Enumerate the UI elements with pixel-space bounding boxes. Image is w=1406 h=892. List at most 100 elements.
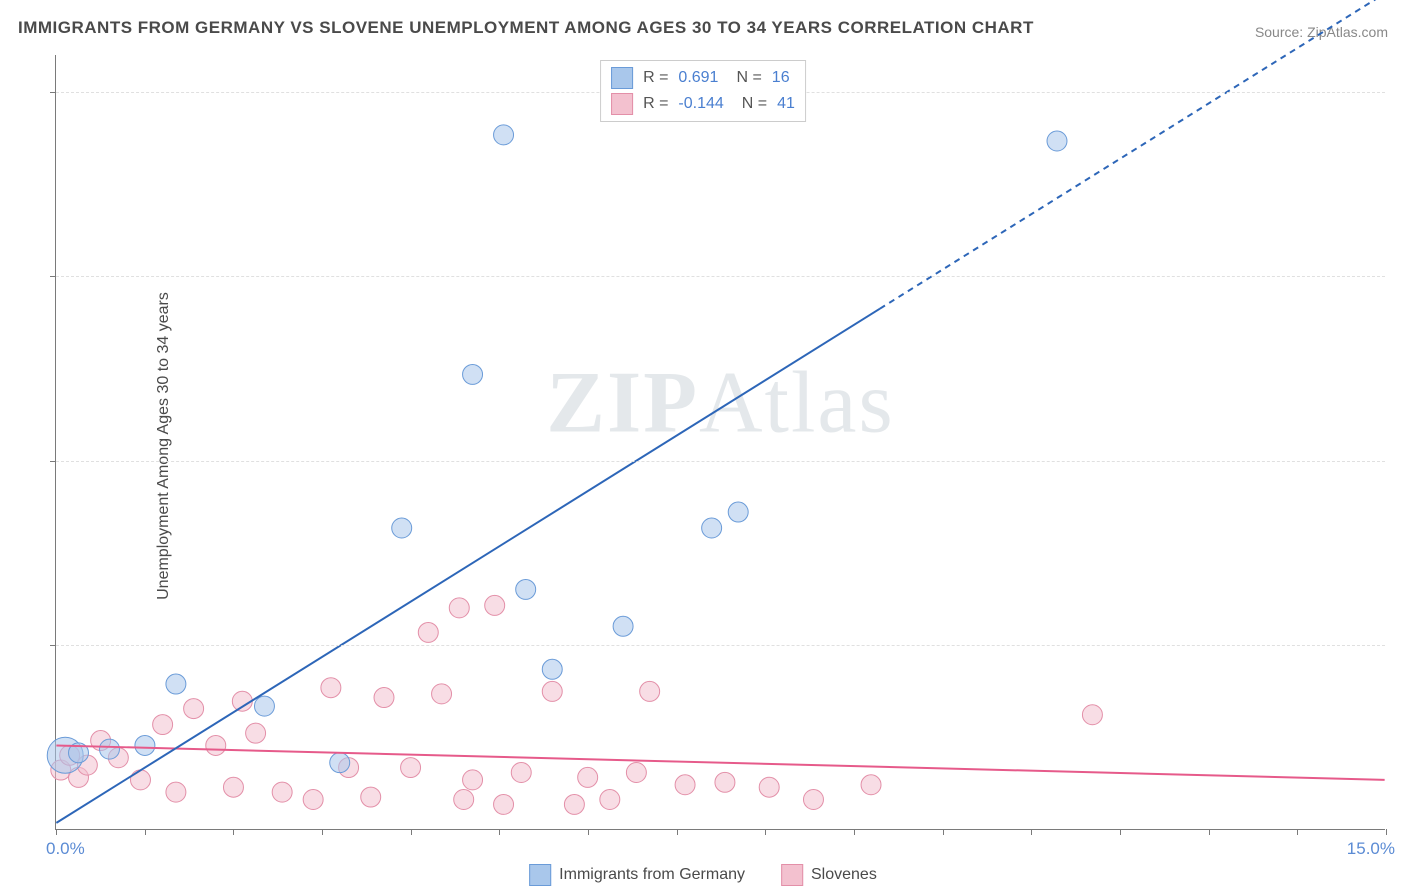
y-tick-label: 45.0% xyxy=(1397,266,1406,286)
y-tick xyxy=(50,461,56,462)
legend-label-slovenes: Slovenes xyxy=(811,866,877,884)
scatter-point-slovenes xyxy=(578,767,598,787)
plot-area: ZIPAtlas 0.0% 15.0% 15.0%30.0%45.0%60.0% xyxy=(55,55,1385,830)
swatch-slovenes xyxy=(611,93,633,115)
scatter-point-germany xyxy=(702,518,722,538)
scatter-point-slovenes xyxy=(861,775,881,795)
scatter-point-slovenes xyxy=(454,790,474,810)
y-tick-label: 30.0% xyxy=(1397,451,1406,471)
legend-item-slovenes: Slovenes xyxy=(781,864,877,886)
scatter-point-slovenes xyxy=(626,762,646,782)
x-tick xyxy=(677,829,678,835)
scatter-point-germany xyxy=(463,364,483,384)
legend-label-germany: Immigrants from Germany xyxy=(559,866,745,884)
scatter-point-germany xyxy=(728,502,748,522)
scatter-point-slovenes xyxy=(485,595,505,615)
legend-stats-slovenes: R = -0.144 N = 41 xyxy=(611,91,795,117)
scatter-point-slovenes xyxy=(153,715,173,735)
trend-line xyxy=(880,0,1385,309)
scatter-point-germany xyxy=(135,735,155,755)
x-tick xyxy=(499,829,500,835)
r-value-germany: 0.691 xyxy=(678,69,718,87)
scatter-point-slovenes xyxy=(130,770,150,790)
scatter-point-germany xyxy=(1047,131,1067,151)
gridline xyxy=(56,461,1385,462)
x-tick xyxy=(1120,829,1121,835)
x-tick xyxy=(145,829,146,835)
scatter-point-slovenes xyxy=(759,777,779,797)
r-label: R = xyxy=(643,69,668,87)
x-tick xyxy=(322,829,323,835)
scatter-point-slovenes xyxy=(675,775,695,795)
x-tick xyxy=(854,829,855,835)
n-label: N = xyxy=(742,95,767,113)
scatter-point-slovenes xyxy=(361,787,381,807)
y-tick xyxy=(50,276,56,277)
x-tick xyxy=(943,829,944,835)
legend-stats-germany: R = 0.691 N = 16 xyxy=(611,65,795,91)
scatter-point-slovenes xyxy=(303,790,323,810)
n-label: N = xyxy=(736,69,761,87)
scatter-point-slovenes xyxy=(511,762,531,782)
legend-item-germany: Immigrants from Germany xyxy=(529,864,745,886)
scatter-point-germany xyxy=(100,739,120,759)
scatter-point-slovenes xyxy=(418,622,438,642)
scatter-point-slovenes xyxy=(401,758,421,778)
scatter-point-slovenes xyxy=(374,688,394,708)
y-tick xyxy=(50,92,56,93)
scatter-point-slovenes xyxy=(223,777,243,797)
x-max-label: 15.0% xyxy=(1347,839,1395,859)
scatter-point-slovenes xyxy=(166,782,186,802)
scatter-point-germany xyxy=(166,674,186,694)
scatter-point-slovenes xyxy=(564,794,584,814)
swatch-slovenes xyxy=(781,864,803,886)
x-tick xyxy=(1209,829,1210,835)
x-tick xyxy=(56,829,57,835)
scatter-point-germany xyxy=(613,616,633,636)
x-tick xyxy=(1297,829,1298,835)
x-tick xyxy=(588,829,589,835)
x-tick xyxy=(1386,829,1387,835)
swatch-germany xyxy=(611,67,633,89)
scatter-point-slovenes xyxy=(206,735,226,755)
scatter-point-germany xyxy=(494,125,514,145)
scatter-point-slovenes xyxy=(272,782,292,802)
r-value-slovenes: -0.144 xyxy=(678,95,723,113)
chart-title: IMMIGRANTS FROM GERMANY VS SLOVENE UNEMP… xyxy=(18,18,1034,38)
scatter-point-slovenes xyxy=(542,681,562,701)
x-tick xyxy=(411,829,412,835)
scatter-point-germany xyxy=(254,696,274,716)
y-tick-label: 15.0% xyxy=(1397,635,1406,655)
scatter-point-slovenes xyxy=(715,772,735,792)
scatter-point-slovenes xyxy=(494,794,514,814)
scatter-point-slovenes xyxy=(803,790,823,810)
x-tick xyxy=(765,829,766,835)
scatter-point-slovenes xyxy=(640,681,660,701)
scatter-point-slovenes xyxy=(184,699,204,719)
gridline xyxy=(56,276,1385,277)
scatter-point-germany xyxy=(392,518,412,538)
scatter-point-germany xyxy=(516,579,536,599)
x-tick xyxy=(1031,829,1032,835)
r-label: R = xyxy=(643,95,668,113)
scatter-point-germany xyxy=(330,753,350,773)
chart-svg xyxy=(56,55,1385,829)
gridline xyxy=(56,645,1385,646)
x-origin-label: 0.0% xyxy=(46,839,85,859)
scatter-point-slovenes xyxy=(600,790,620,810)
x-tick xyxy=(233,829,234,835)
scatter-point-slovenes xyxy=(449,598,469,618)
y-tick xyxy=(50,645,56,646)
scatter-point-slovenes xyxy=(246,723,266,743)
n-value-slovenes: 41 xyxy=(777,95,795,113)
legend-series: Immigrants from Germany Slovenes xyxy=(529,864,877,886)
scatter-point-slovenes xyxy=(1082,705,1102,725)
scatter-point-slovenes xyxy=(463,770,483,790)
scatter-point-germany xyxy=(542,659,562,679)
swatch-germany xyxy=(529,864,551,886)
n-value-germany: 16 xyxy=(772,69,790,87)
scatter-point-slovenes xyxy=(321,678,341,698)
trend-line xyxy=(56,309,880,823)
legend-stats: R = 0.691 N = 16 R = -0.144 N = 41 xyxy=(600,60,806,122)
y-tick-label: 60.0% xyxy=(1397,82,1406,102)
